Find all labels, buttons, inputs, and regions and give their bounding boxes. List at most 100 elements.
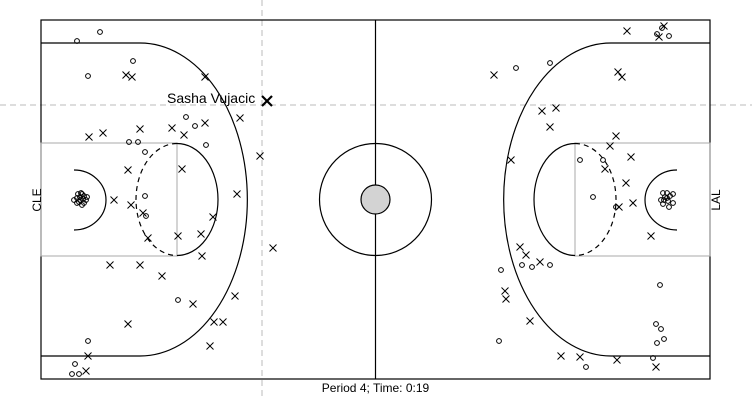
- missed-shot-marker: [127, 201, 135, 209]
- made-shot-marker: [666, 33, 672, 39]
- right-restricted-arc: [644, 169, 678, 231]
- made-shot-marker: [577, 157, 583, 163]
- missed-shot-marker: [201, 73, 209, 81]
- basketball-court: [40, 19, 711, 380]
- missed-shot-marker: [85, 133, 93, 141]
- player-label: Sasha Vujacic: [167, 90, 255, 106]
- made-shot-marker: [135, 139, 141, 145]
- highlighted-shot-marker: [261, 95, 273, 107]
- made-shot-marker: [654, 31, 660, 37]
- missed-shot-marker: [139, 209, 147, 217]
- missed-shot-marker: [655, 33, 663, 41]
- right-three-point-line: [503, 42, 710, 357]
- made-shot-marker: [654, 340, 660, 346]
- missed-shot-marker: [82, 367, 90, 375]
- missed-shot-marker: [612, 132, 620, 140]
- missed-shot-marker: [124, 320, 132, 328]
- missed-shot-marker: [236, 114, 244, 122]
- missed-shot-marker: [110, 196, 118, 204]
- made-shot-marker: [547, 60, 553, 66]
- missed-shot-marker: [647, 232, 655, 240]
- made-shot-marker: [513, 65, 519, 71]
- made-shot-marker: [658, 197, 664, 203]
- missed-shot-marker: [269, 244, 277, 252]
- missed-shot-marker: [233, 190, 241, 198]
- missed-shot-marker: [209, 213, 217, 221]
- right-free-throw-arc: [533, 142, 576, 257]
- missed-shot-marker: [189, 300, 197, 308]
- made-shot-marker: [670, 200, 676, 206]
- shots: [69, 22, 676, 377]
- made-shot-marker: [657, 282, 663, 288]
- right-paint: [574, 142, 711, 257]
- made-shot-marker: [142, 193, 148, 199]
- made-shot-marker: [661, 336, 667, 342]
- missed-shot-marker: [623, 27, 631, 35]
- made-shot-marker: [97, 29, 103, 35]
- missed-shot-marker: [99, 129, 107, 137]
- missed-shot-marker: [231, 292, 239, 300]
- made-shot-marker: [670, 191, 676, 197]
- missed-shot-marker: [522, 251, 530, 259]
- missed-shot-marker: [526, 317, 534, 325]
- left-free-throw-arc: [176, 142, 219, 257]
- made-shot-marker: [74, 200, 80, 206]
- made-shot-marker: [203, 142, 209, 148]
- made-shot-marker: [74, 38, 80, 44]
- missed-shot-marker: [122, 71, 130, 79]
- made-shot-marker: [130, 58, 136, 64]
- made-shot-marker: [69, 371, 75, 377]
- missed-shot-marker: [507, 156, 515, 164]
- missed-shot-marker: [201, 119, 209, 127]
- made-shot-marker: [175, 297, 181, 303]
- missed-shot-marker: [198, 252, 206, 260]
- made-shot-marker: [664, 195, 670, 201]
- missed-shot-marker: [652, 363, 660, 371]
- missed-shot-marker: [627, 153, 635, 161]
- made-shot-marker: [142, 149, 148, 155]
- team-label-left: CLE: [30, 188, 44, 211]
- missed-shot-marker: [615, 203, 623, 211]
- missed-shot-marker: [536, 258, 544, 266]
- made-shot-marker: [192, 123, 198, 129]
- missed-shot-marker: [206, 342, 214, 350]
- missed-shot-marker: [546, 123, 554, 131]
- center-jump-circle: [360, 184, 391, 215]
- left-free-throw-arc-dashed: [135, 142, 178, 257]
- left-half-court: [40, 42, 248, 357]
- left-paint: [40, 142, 178, 257]
- missed-shot-marker: [490, 71, 498, 79]
- missed-shot-marker: [613, 356, 621, 364]
- made-shot-marker: [658, 326, 664, 332]
- made-shot-marker: [590, 194, 596, 200]
- made-shot-marker: [600, 157, 606, 163]
- made-shot-marker: [529, 264, 535, 270]
- missed-shot-marker: [128, 73, 136, 81]
- left-three-point-line: [41, 42, 248, 357]
- missed-shot-marker: [606, 142, 614, 150]
- period-time-caption: Period 4; Time: 0:19: [322, 381, 430, 395]
- missed-shot-marker: [629, 199, 637, 207]
- right-free-throw-arc-dashed: [574, 142, 617, 257]
- missed-shot-marker: [124, 166, 132, 174]
- made-shot-marker: [666, 204, 672, 210]
- missed-shot-marker: [219, 318, 227, 326]
- missed-shot-marker: [168, 124, 176, 132]
- made-shot-marker: [183, 114, 189, 120]
- missed-shot-marker: [501, 287, 509, 295]
- missed-shot-marker: [197, 230, 205, 238]
- made-shot-marker: [583, 364, 589, 370]
- missed-shot-marker: [618, 73, 626, 81]
- made-shot-marker: [496, 338, 502, 344]
- missed-shot-marker: [174, 232, 182, 240]
- made-shot-marker: [653, 321, 659, 327]
- missed-shot-marker: [136, 261, 144, 269]
- missed-shot-marker: [136, 125, 144, 133]
- made-shot-marker: [547, 262, 553, 268]
- missed-shot-marker: [516, 243, 524, 251]
- made-shot-marker: [85, 73, 91, 79]
- made-shot-marker: [78, 190, 84, 196]
- made-shot-marker: [80, 196, 86, 202]
- missed-shot-marker: [538, 107, 546, 115]
